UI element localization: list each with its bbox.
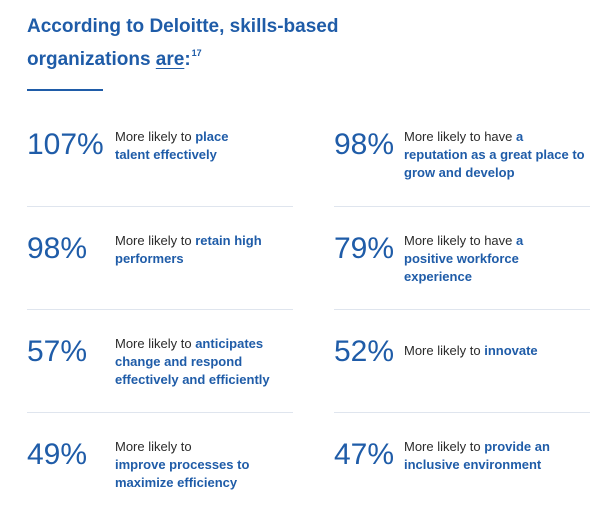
stat-percent: 79% [334,232,395,265]
stat-highlight: innovate [484,343,538,358]
divider [334,206,590,207]
stat-highlight: a reputation as a great place to grow an… [404,129,585,180]
stat-description: More likely to have a positive workforce… [404,232,554,286]
stat-percent: 52% [334,335,395,368]
stat-highlight: provide an inclusive environment [404,439,550,472]
stat-text: More likely to [404,439,485,454]
divider [27,412,293,413]
stat-percent: 57% [27,335,88,368]
stat-text: More likely to have [404,129,516,144]
stat-description: More likely to improve processes to maxi… [115,438,265,492]
divider [27,206,293,207]
stat-description: More likely to provide an inclusive envi… [404,438,579,474]
title-line-1: According to Deloitte, skills-based [27,16,339,37]
stat-text: More likely to [115,129,196,144]
stat-highlight: improve processes to maximize efficiency [115,457,250,490]
title-rule [27,89,103,91]
stat-text: More likely to [115,336,196,351]
divider [334,309,590,310]
stat-highlight: retain high performers [115,233,262,266]
divider [334,412,590,413]
title-colon: : [184,49,191,70]
stat-percent: 47% [334,438,395,471]
stat-description: More likely to place talent effectively [115,128,265,164]
stat-highlight: place talent effectively [115,129,229,162]
stat-percent: 98% [27,232,88,265]
stat-description: More likely to anticipates change and re… [115,335,295,389]
footnote-marker: 17 [191,48,202,58]
stat-description: More likely to retain high performers [115,232,265,268]
stat-text: More likely to [404,343,485,358]
stat-text: More likely to have [404,233,516,248]
stat-highlight: a positive workforce experience [404,233,524,284]
stat-text: More likely to [115,439,192,454]
title-line-2-start: organizations [27,49,156,70]
title-underlined-word: are [155,49,185,70]
stat-description: More likely to innovate [404,342,589,360]
stat-highlight: anticipates change and respond effective… [115,336,270,387]
stat-percent: 98% [334,128,395,161]
stat-percent: 107% [27,128,104,161]
page-title: According to Deloitte, skills-based orga… [27,14,338,73]
stat-percent: 49% [27,438,88,471]
stat-description: More likely to have a reputation as a gr… [404,128,589,182]
divider [27,309,293,310]
stat-text: More likely to [115,233,196,248]
